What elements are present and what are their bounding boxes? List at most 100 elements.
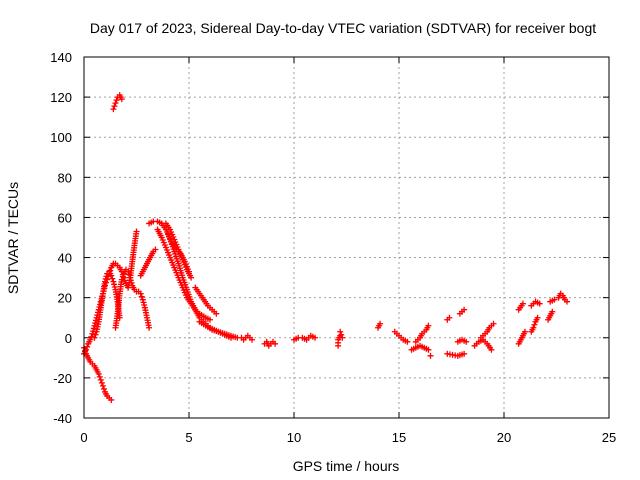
data-point [126,271,133,278]
data-point [140,299,147,306]
y-tick-label: 120 [50,90,72,105]
series-arc-19 [408,342,432,353]
data-point [446,314,453,321]
grid-lines [84,57,609,418]
series-arc-7 [146,218,234,341]
data-point [564,298,570,305]
series-arc-24 [454,336,470,345]
data-point [461,306,468,313]
data-point [377,320,384,327]
series-arc-11 [192,284,220,317]
series-arc-4 [112,266,153,331]
series-arc-32 [545,308,556,323]
data-point [188,274,195,281]
series-arc-20 [412,322,432,345]
data-point [536,300,543,307]
data-point [338,331,345,338]
series-arc-26 [471,336,495,353]
series-arc-13 [240,332,255,343]
y-tick-label: -20 [53,371,72,386]
data-point [534,314,541,321]
data-point [95,370,102,377]
data-point [118,96,125,103]
data-point [111,103,118,110]
series-arc-22 [444,314,453,323]
data-point [490,320,497,327]
data-point [530,324,537,331]
series-arc-8 [154,226,213,323]
data-point [127,274,134,281]
y-tick-label: -40 [53,411,72,426]
data-point [488,346,495,353]
data-point [337,328,344,335]
data-point [404,338,411,345]
y-tick-label: 40 [58,251,72,266]
series-arc-21 [427,352,434,359]
x-tick-label: 0 [80,430,87,445]
data-point [113,97,120,104]
series-arc-25 [444,350,468,359]
series-arc-17 [375,320,384,331]
data-point [551,296,558,303]
data-point [90,328,97,335]
data-point [110,278,117,285]
axis-ticks: 0 5 10 15 20 25 -40 -20 0 20 40 60 80 100 120 140 [50,50,616,445]
data-point [531,321,538,328]
series-arc-34 [555,290,570,305]
series-arc-10 [165,230,192,275]
y-tick-label: 60 [58,210,72,225]
data-point [425,322,432,329]
data-point [427,352,434,359]
series-arc-28 [515,328,528,347]
data-points [81,92,570,403]
data-point [141,302,148,309]
series-arc-31 [528,298,543,309]
data-point [139,296,146,303]
data-point [339,334,346,341]
y-tick-label: 140 [50,50,72,65]
series-arc-14 [261,338,279,349]
data-point [99,382,106,389]
x-axis-label: GPS time / hours [293,458,400,474]
x-tick-label: 5 [185,430,192,445]
series-arc-5 [137,246,159,279]
y-tick-label: 0 [65,331,72,346]
data-point [102,278,108,285]
data-point [137,290,144,297]
data-point [103,273,110,280]
data-point [108,396,115,403]
data-point [88,333,95,340]
y-axis-label: SDTVAR / TECUs [5,182,21,294]
data-point [89,330,96,337]
data-point [108,272,115,279]
data-point [249,336,255,343]
data-point [111,281,118,288]
data-point [97,376,104,383]
data-point [100,385,107,392]
data-point [87,336,94,343]
x-tick-label: 15 [392,430,406,445]
y-tick-label: 100 [50,130,72,145]
data-point [519,300,526,307]
series-arc-29 [515,300,526,313]
data-point [207,316,213,323]
data-point [128,279,135,286]
data-point [84,343,91,350]
series-arc-18 [391,328,411,345]
data-point [213,310,220,317]
data-point [91,334,98,341]
data-point [92,320,99,327]
data-point [133,228,140,235]
series-arc-3 [91,268,123,341]
y-tick-label: 20 [58,291,72,306]
data-point [522,328,528,335]
data-point [152,246,159,253]
series-arc-12 [196,318,245,341]
data-point [119,273,126,280]
data-point [461,350,468,357]
data-point [425,346,432,353]
series-arc-16 [335,328,346,349]
data-point [127,277,134,284]
y-tick-label: 80 [58,170,72,185]
